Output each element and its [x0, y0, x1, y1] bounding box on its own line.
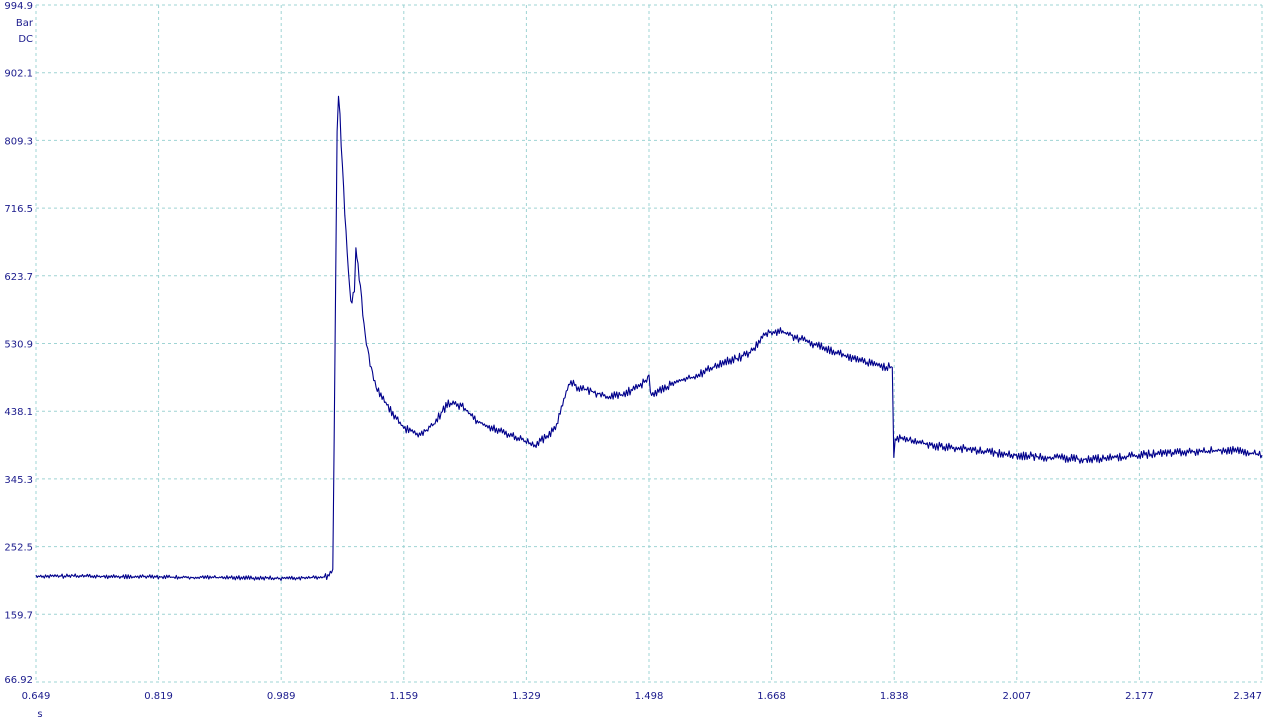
y-tick-label: 530.9 — [4, 340, 33, 351]
x-tick-label: 2.177 — [1125, 691, 1154, 702]
x-tick-label: 2.007 — [1002, 691, 1031, 702]
y-tick-label: 66.92 — [4, 675, 33, 686]
x-unit-label: s — [37, 709, 42, 720]
x-tick-label: 2.347 — [1233, 691, 1262, 702]
y-tick-label: 345.3 — [4, 475, 33, 486]
y-tick-label: 438.1 — [4, 407, 33, 418]
y-tick-label: 902.1 — [4, 69, 33, 80]
x-tick-label: 0.819 — [144, 691, 173, 702]
x-tick-label: 0.649 — [22, 691, 51, 702]
y-tick-label: 159.7 — [4, 610, 33, 621]
y-tick-label: 809.3 — [4, 136, 33, 147]
coupling-label: DC — [18, 34, 33, 45]
y-unit-label: Bar — [16, 18, 34, 29]
x-tick-label: 1.498 — [635, 691, 664, 702]
y-tick-label: 252.5 — [4, 543, 33, 554]
y-tick-label: 623.7 — [4, 272, 33, 283]
x-tick-label: 1.329 — [512, 691, 541, 702]
x-axis-ticks: 0.649 0.819 0.989 1.159 1.329 1.498 1.668 1.838… — [22, 691, 1262, 702]
pressure-trace — [35, 95, 1263, 581]
x-tick-label: 1.668 — [757, 691, 786, 702]
y-tick-label: 716.5 — [4, 204, 33, 215]
y-axis-ticks: 994.9 902.1 809.3 716.5 623.7 530.9 438.1 345.3… — [4, 1, 33, 686]
x-tick-label: 0.989 — [267, 691, 296, 702]
y-tick-label: 994.9 — [4, 1, 33, 12]
x-tick-label: 1.838 — [880, 691, 909, 702]
x-tick-label: 1.159 — [389, 691, 418, 702]
grid-lines — [35, 4, 1263, 683]
